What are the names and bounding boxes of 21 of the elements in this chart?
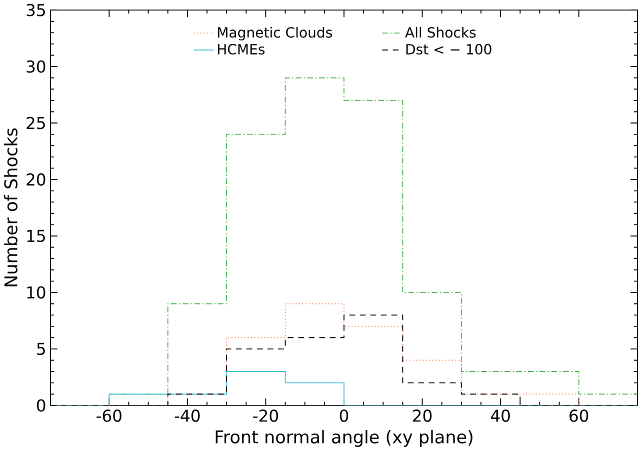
y-axis-title: Number of Shocks — [4, 128, 18, 286]
y-tick-label: 20 — [26, 173, 46, 186]
y-tick-label: 15 — [27, 230, 45, 242]
x-tick-label: -60 — [96, 410, 122, 422]
legend-label: Dst < − 100 — [406, 44, 492, 55]
x-tick-label: 60 — [570, 410, 588, 422]
y-tick-label: 10 — [27, 286, 46, 299]
x-tick-label: 40 — [490, 410, 510, 422]
y-tick-label: 30 — [26, 60, 46, 73]
y-tick-label: 35 — [26, 4, 45, 16]
y-tick-label: 5 — [37, 342, 45, 356]
legend-label: All Shocks — [405, 26, 476, 38]
legend-label: HCMEs — [218, 44, 265, 55]
x-tick-label: 0 — [340, 410, 348, 422]
x-tick-label: -40 — [174, 410, 200, 422]
legend-label: Magnetic Clouds — [218, 26, 332, 41]
x-axis-title: Front normal angle (xy plane) — [216, 430, 472, 447]
x-tick-label: 20 — [413, 410, 432, 422]
y-tick-label: 0 — [36, 399, 46, 412]
y-tick-label: 25 — [26, 116, 45, 130]
x-tick-label: -20 — [253, 410, 278, 422]
